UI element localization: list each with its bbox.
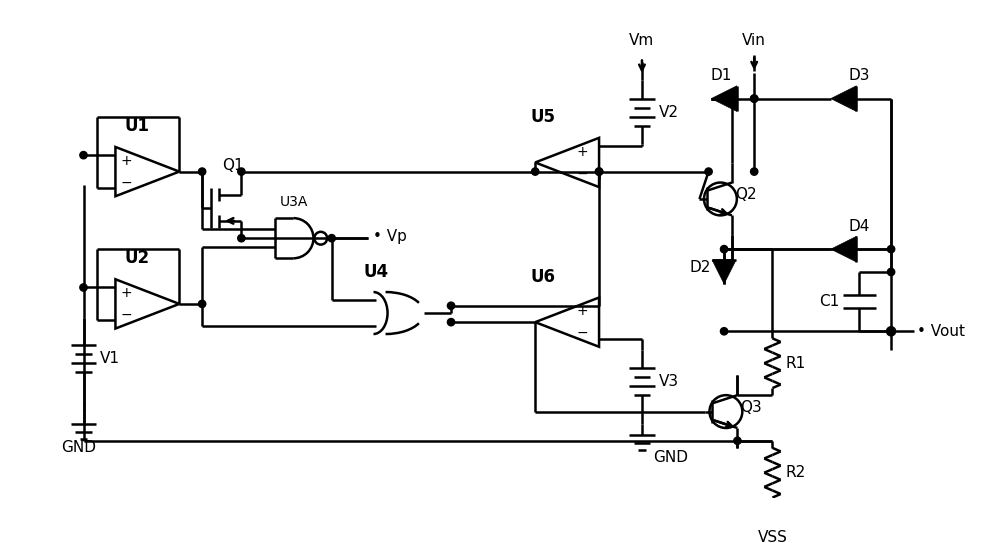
Text: R2: R2 [785,465,805,480]
Circle shape [720,327,728,335]
Text: • Vp: • Vp [373,229,407,244]
Circle shape [887,327,895,335]
Text: −: − [576,326,588,340]
Text: • Vout: • Vout [917,324,965,339]
Circle shape [751,95,758,102]
Circle shape [720,245,728,253]
Text: V3: V3 [658,374,679,389]
Text: −: − [576,166,588,180]
Text: V2: V2 [658,105,678,120]
Circle shape [595,168,603,175]
Text: Q1: Q1 [222,159,244,173]
Text: GND: GND [653,450,688,465]
Text: U4: U4 [364,263,389,281]
Text: −: − [121,175,133,190]
Text: Vin: Vin [742,34,766,48]
Circle shape [887,327,896,336]
Text: Vm: Vm [629,34,655,48]
Polygon shape [711,86,737,111]
Circle shape [532,168,539,175]
Circle shape [734,437,741,444]
Text: D2: D2 [689,260,711,275]
Text: +: + [121,154,133,168]
Text: GND: GND [61,440,96,454]
Circle shape [751,95,758,102]
Circle shape [595,168,603,175]
Circle shape [887,327,895,335]
Text: Q3: Q3 [740,400,762,414]
Circle shape [447,319,455,326]
Circle shape [328,235,335,242]
Circle shape [80,284,87,291]
Circle shape [887,245,895,253]
Text: C1: C1 [819,294,839,309]
Text: +: + [576,304,588,318]
Text: V1: V1 [100,351,120,366]
Circle shape [238,235,245,242]
Polygon shape [831,236,856,262]
Circle shape [887,268,895,276]
Text: U6: U6 [531,268,556,286]
Circle shape [198,300,206,307]
Text: D1: D1 [710,68,732,83]
Text: +: + [121,286,133,300]
Circle shape [238,168,245,175]
Polygon shape [831,86,856,111]
Text: +: + [576,144,588,159]
Text: −: − [121,308,133,322]
Circle shape [80,151,87,159]
Polygon shape [712,260,736,284]
Text: U3A: U3A [280,195,308,209]
Circle shape [728,95,736,102]
Text: U2: U2 [125,249,150,267]
Text: D3: D3 [848,68,870,83]
Text: U1: U1 [125,117,150,135]
Text: Q2: Q2 [735,187,756,202]
Text: VSS: VSS [758,530,787,543]
Circle shape [447,302,455,310]
Circle shape [198,168,206,175]
Text: U5: U5 [531,108,556,126]
Text: D4: D4 [848,219,870,234]
Circle shape [705,168,712,175]
Circle shape [751,168,758,175]
Text: R1: R1 [785,356,805,371]
